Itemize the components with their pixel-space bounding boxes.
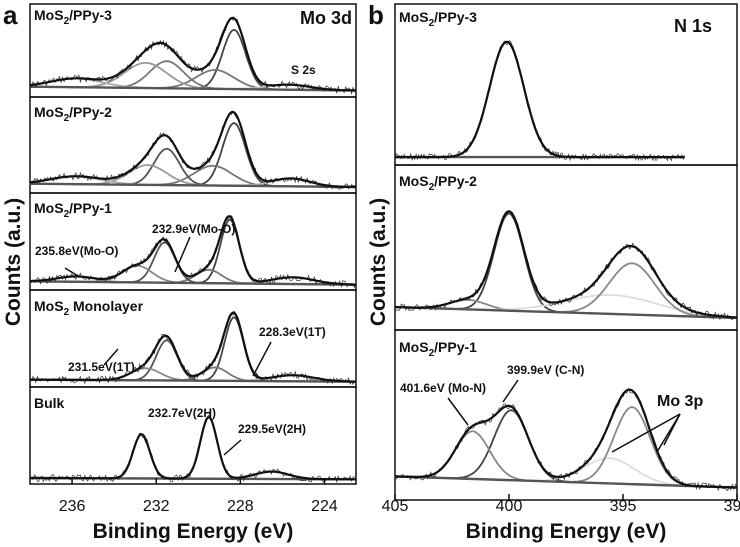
panel-a-subplot-3-annotation-1-leader-0 [103, 348, 119, 366]
panel-a-subplot-4-raw-data [29, 414, 357, 484]
panel-a-subplot-3-sample-suffix: Monolayer [69, 298, 143, 314]
panel-b-subplot-1-envelope [395, 210, 738, 319]
panel-a-subplot-3-annotation-1: 231.5eV(1T) [68, 360, 135, 374]
panel-b-subplot-1-frame [394, 164, 738, 331]
panel-a-subplot-4-sample-name: Bulk [34, 395, 65, 411]
panel-b-subplot-1-sample-suffix: /PPy-2 [434, 173, 477, 189]
panel-b-subplot-1-sample-subscript: 2 [429, 182, 435, 193]
panel-b-subplot-0-sample-suffix: /PPy-3 [434, 9, 477, 25]
panel-a-subplot-1-sample-suffix: /PPy-2 [69, 104, 112, 120]
panel-b-subplot-2-annotation-1: 401.6eV (Mo-N) [400, 381, 486, 395]
panel-a-subplot-0-annotation-0: S 2s [291, 63, 316, 77]
panel-a-subplot-4-frame [29, 386, 357, 485]
panel-a-xtick-label-3: 224 [311, 498, 338, 515]
panel-a-subplot-4-annotation-0: 232.7eV(2H) [148, 406, 216, 420]
panel-a-subplot-0-sample-name: MoS [34, 7, 64, 23]
panel-b-subplot-2-envelope [395, 388, 738, 489]
panel-b-subplot-1-peak-0 [395, 212, 737, 319]
panel-b-subplot-2-annotation-1-leader-0 [447, 397, 469, 426]
panel-b-subplot-2-annotation-2: Mo 3p [657, 393, 703, 410]
panel-b-xtick-label-2: 395 [610, 498, 637, 515]
panel-a-subplot-4-peak-1 [30, 433, 356, 481]
panel-a-subplot-3-annotation-0-leader-0 [252, 341, 272, 377]
panel-b-subplot-2-sample-subscript: 2 [429, 348, 435, 359]
panel-a-subplot-2-annotation-1: 235.8eV(Mo-O) [35, 244, 118, 258]
panel-b-subplot-2-sample-name: MoS [399, 339, 429, 355]
panel-b-subplot-2-background [394, 475, 738, 489]
panel-a-title: Mo 3d [300, 8, 352, 28]
panel-a-subplot-4-envelope [30, 416, 356, 481]
panel-a-letter: a [3, 0, 18, 30]
panel-a-subplot-0-sample-subscript: 2 [64, 16, 70, 27]
panel-b-subplot-0-sample-subscript: 2 [429, 18, 435, 29]
panel-a-subplot-2-envelope [30, 215, 356, 286]
panel-a-subplot-3-sample-label: MoS2 Monolayer [34, 298, 144, 318]
panel-a-subplot-2-annotation-0-leader-0 [174, 236, 191, 273]
panel-a-subplot-1-sample-subscript: 2 [64, 113, 70, 124]
panel-a-subplot-0-raw-data [30, 17, 357, 96]
panel-a-subplot-0-sample-label: MoS2/PPy-3 [34, 7, 112, 27]
panel-a-subplot-2-sample-suffix: /PPy-1 [69, 200, 112, 216]
panel-a-subplot-1-envelope [29, 110, 356, 189]
x-axis-label-b: Binding Energy (eV) [466, 520, 667, 543]
panel-b-subplot-2-sample-suffix: /PPy-1 [434, 339, 477, 355]
panel-a-subplot-2-background [29, 280, 357, 286]
panel-a-subplot-2-sample-name: MoS [34, 200, 64, 216]
panel-b-letter: b [368, 0, 384, 30]
panel-b-subplot-2-sample-label: MoS2/PPy-1 [399, 339, 477, 359]
panel-b-subplot-2-annotation-0: 399.9eV (C-N) [507, 363, 584, 377]
panel-a-subplot-2-sample-subscript: 2 [64, 209, 70, 220]
x-axis-label-a: Binding Energy (eV) [93, 520, 294, 543]
panel-a-subplot-2-sample-label: MoS2/PPy-1 [34, 200, 112, 220]
panel-a-subplot-0-background [29, 85, 357, 92]
panel-a-subplot-1-raw-data [29, 111, 357, 190]
panel-b-subplot-2-frame [394, 329, 738, 501]
panel-b-xtick-label-3: 390 [724, 498, 740, 515]
panel-b-subplot-0-sample-name: MoS [399, 9, 429, 25]
panel-b-subplot-0-raw-data [394, 40, 685, 162]
panel-a-subplot-0-envelope [29, 16, 356, 92]
panel-a-xtick-label-0: 236 [59, 498, 86, 515]
panel-a-subplot-3-sample-subscript: 2 [64, 307, 70, 318]
panel-b-subplot-0-sample-label: MoS2/PPy-3 [399, 9, 477, 29]
panel-a-xtick-label-2: 228 [227, 498, 254, 515]
panel-a-subplot-4-annotation-1: 229.5eV(2H) [238, 422, 306, 436]
panel-b-title: N 1s [674, 16, 712, 36]
y-axis-label-a: Counts (a.u.) [2, 198, 25, 326]
panel-a-subplot-2-annotation-1-leader-0 [64, 267, 79, 277]
panel-a-subplot-3-sample-name: MoS [34, 298, 64, 314]
panel-b-subplot-2-annotation-2-leader-1 [663, 413, 681, 446]
y-axis-label-b: Counts (a.u.) [367, 198, 390, 326]
panel-a-subplot-4-sample-label: Bulk [34, 395, 65, 411]
panel-a-subplot-3-annotation-0: 228.3eV(1T) [259, 325, 326, 339]
panel-b-xtick-label-1: 400 [496, 498, 523, 515]
panel-a-xtick-label-1: 232 [143, 498, 170, 515]
panel-a-subplot-1-background [29, 182, 357, 189]
panel-b-subplot-2-annotation-0-leader-0 [502, 379, 519, 403]
panel-a-subplot-2-annotation-0: 232.9eV(Mo-O) [152, 222, 235, 236]
panel-a-subplot-0-sample-suffix: /PPy-3 [69, 7, 112, 23]
panel-b-subplot-0-envelope [395, 40, 685, 159]
panel-b-subplot-2-annotation-2-leader-2 [611, 413, 681, 453]
panel-a-subplot-1-sample-name: MoS [34, 104, 64, 120]
panel-b-subplot-1-sample-name: MoS [399, 173, 429, 189]
panel-a-subplot-4-annotation-1-leader-0 [223, 439, 242, 456]
plot-layer: MoS2/PPy-3S 2sMoS2/PPy-2MoS2/PPy-1232.9e… [29, 3, 740, 515]
panel-b-subplot-1-background [394, 305, 738, 320]
panel-a-subplot-3-envelope [29, 311, 356, 383]
panel-b-xtick-label-0: 405 [382, 498, 409, 515]
panel-b-subplot-1-sample-label: MoS2/PPy-2 [399, 173, 477, 193]
panel-a-subplot-1-sample-label: MoS2/PPy-2 [34, 104, 112, 124]
